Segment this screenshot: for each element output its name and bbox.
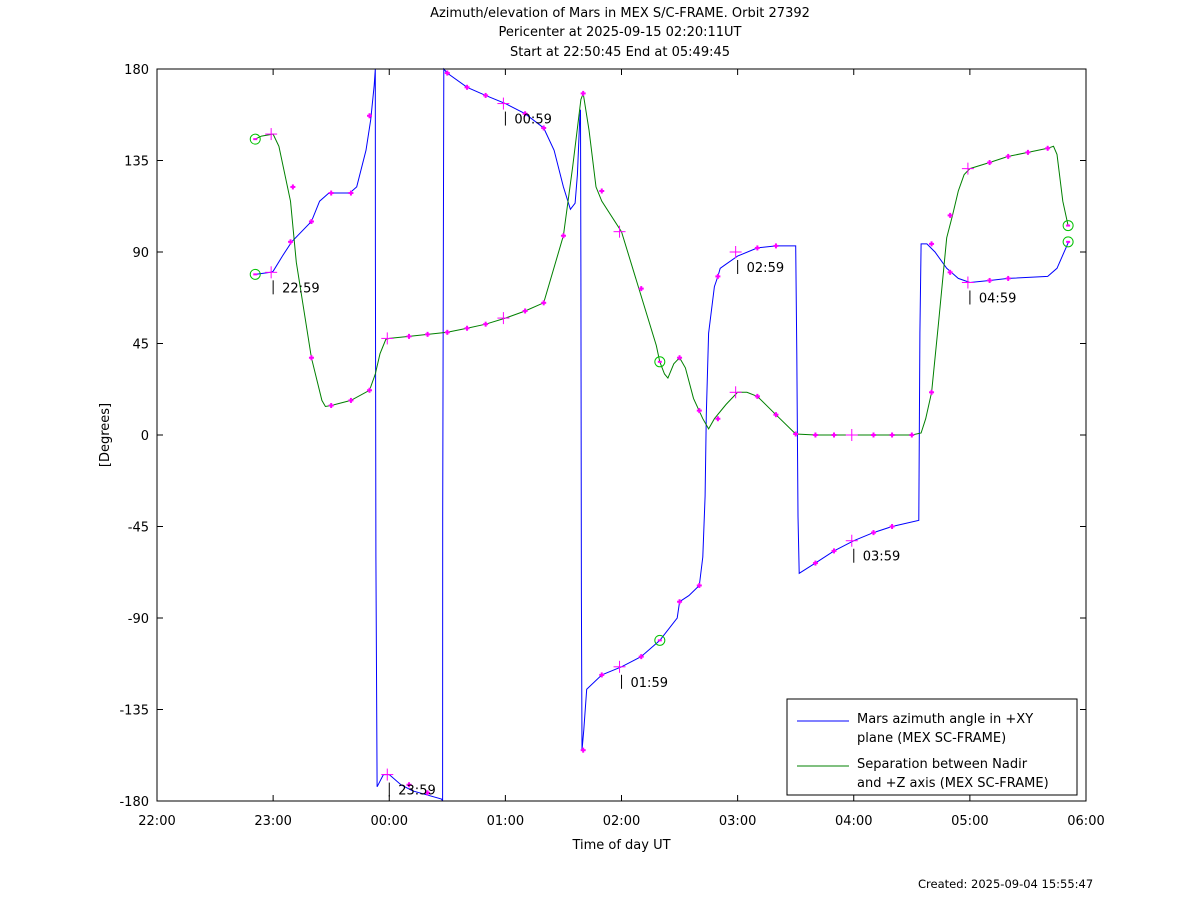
- chart-title-line-2: Pericenter at 2025-09-15 02:20:11UT: [498, 25, 741, 40]
- x-tick-label: 01:00: [487, 814, 524, 829]
- chart-title-line-1: Azimuth/elevation of Mars in MEX S/C-FRA…: [430, 6, 810, 21]
- legend-label-separation: Separation between Nadir: [857, 757, 1028, 772]
- time-label: 03:59: [863, 550, 900, 565]
- time-label: 00:59: [514, 113, 551, 128]
- y-tick-label: 45: [132, 338, 149, 353]
- time-label: 23:59: [398, 784, 435, 799]
- y-tick-label: 0: [141, 429, 149, 444]
- y-tick-label: -45: [128, 521, 149, 536]
- legend-label-separation: and +Z axis (MEX SC-FRAME): [857, 776, 1049, 791]
- endpoint-circle-marker: [654, 356, 666, 368]
- x-tick-label: 23:00: [254, 814, 291, 829]
- legend-label-azimuth: plane (MEX SC-FRAME): [857, 731, 1006, 746]
- plot-series: [254, 67, 1070, 802]
- created-timestamp: Created: 2025-09-04 15:55:47: [918, 877, 1094, 891]
- plot-markers: 22:59 23:59 00:59 01:59 02:59 03:59 04:59: [249, 70, 1074, 799]
- time-label: 02:59: [747, 261, 784, 276]
- legend-box: [786, 698, 1078, 796]
- endpoint-circle-marker: [249, 133, 261, 145]
- chart-title: Azimuth/elevation of Mars in MEX S/C-FRA…: [430, 6, 810, 60]
- endpoint-circle-marker: [249, 268, 261, 280]
- legend-label-azimuth: Mars azimuth angle in +XY: [857, 712, 1033, 727]
- endpoint-circle-marker: [654, 634, 666, 646]
- y-tick-label: -135: [119, 704, 149, 719]
- x-tick-label: 06:00: [1067, 814, 1104, 829]
- x-axis-label: Time of day UT: [571, 838, 670, 853]
- x-tick-label: 04:00: [835, 814, 872, 829]
- y-axis-label: [Degrees]: [98, 403, 113, 467]
- y-tick-label: 180: [124, 63, 149, 78]
- x-tick-label: 02:00: [603, 814, 640, 829]
- endpoint-circle-marker: [1062, 236, 1074, 248]
- y-tick-label: 135: [124, 155, 149, 170]
- separation-series-line: [254, 91, 1069, 436]
- endpoint-circle-marker: [1062, 220, 1074, 232]
- y-tick-label: -90: [128, 612, 149, 627]
- azimuth-series-line: [255, 67, 1070, 802]
- chart-title-line-3: Start at 22:50:45 End at 05:49:45: [510, 45, 730, 60]
- time-label: 04:59: [979, 292, 1016, 307]
- x-tick-label: 03:00: [719, 814, 756, 829]
- legend: Mars azimuth angle in +XY plane (MEX SC-F…: [786, 698, 1078, 796]
- time-label: 01:59: [631, 676, 668, 691]
- x-tick-label: 00:00: [371, 814, 408, 829]
- time-label: 22:59: [282, 281, 319, 296]
- x-tick-label: 22:00: [138, 814, 175, 829]
- plot-frame: [156, 68, 1087, 802]
- y-tick-label: -180: [119, 795, 149, 810]
- y-tick-label: 90: [132, 246, 149, 261]
- x-tick-label: 05:00: [951, 814, 988, 829]
- axes: 22:00 23:00 00:00 01:00 02:00 03:00 04:00 05:00…: [119, 63, 1104, 829]
